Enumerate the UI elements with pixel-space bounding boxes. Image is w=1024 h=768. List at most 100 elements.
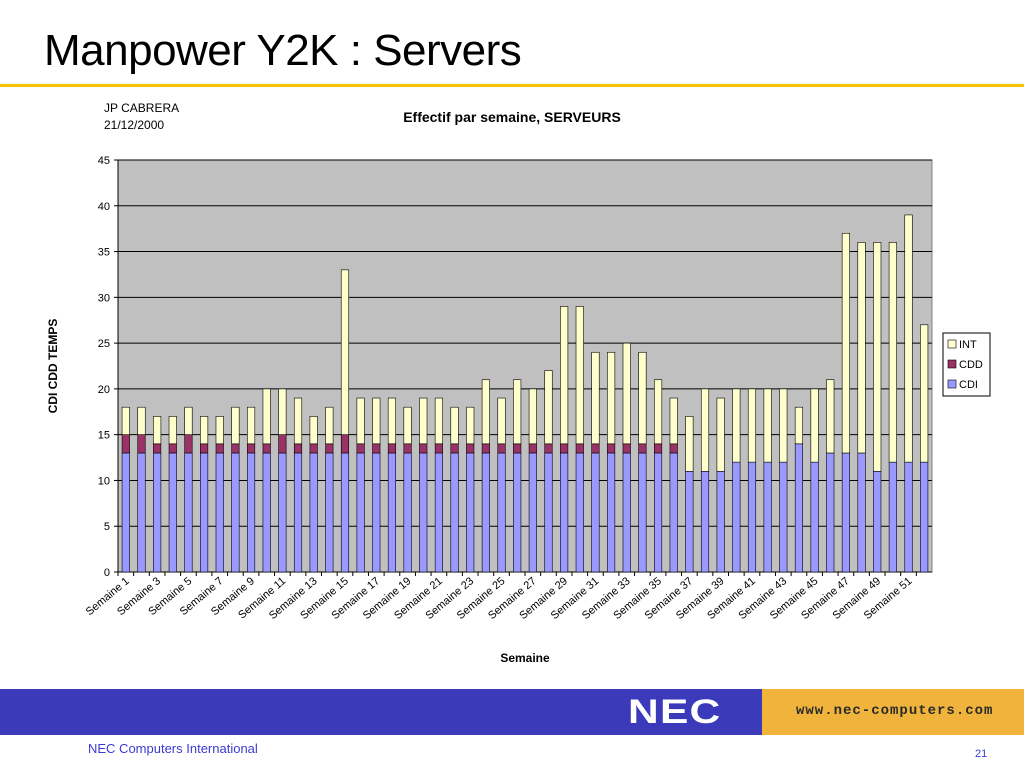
bar-cdi — [513, 452, 522, 573]
bar-cdi — [372, 452, 381, 573]
bar-cdi — [920, 461, 929, 573]
y-axis-title: CDI CDD TEMPS — [46, 319, 60, 414]
bar-cdi — [403, 452, 412, 573]
bar-cdi — [497, 452, 506, 573]
bar-cdi — [168, 452, 177, 573]
bar-cdd — [560, 443, 569, 454]
bar-int — [450, 406, 459, 445]
bar-cdi — [325, 452, 334, 573]
bar-int — [669, 397, 678, 445]
bar-cdi — [544, 452, 553, 573]
bar-cdd — [669, 443, 678, 454]
bar-int — [904, 214, 913, 463]
bar-int — [794, 406, 803, 445]
bar-int — [873, 242, 882, 472]
bar-int — [888, 242, 897, 463]
bar-cdi — [841, 452, 850, 573]
x-axis-title: Semaine — [500, 651, 550, 665]
bar-cdi — [638, 452, 647, 573]
bar-int — [434, 397, 443, 445]
y-tick-label: 20 — [98, 384, 110, 396]
bar-int — [747, 388, 757, 463]
bar-cdi — [137, 452, 146, 573]
bar-cdi — [419, 452, 428, 573]
bar-int — [685, 416, 694, 472]
chart-title: Effectif par semaine, SERVEURS — [403, 109, 621, 125]
bar-cdd — [622, 443, 631, 454]
bar-int — [607, 351, 616, 445]
bar-cdd — [137, 434, 146, 454]
bar-cdd — [466, 443, 475, 454]
bar-int — [262, 388, 271, 445]
bar-int — [481, 379, 490, 445]
bar-cdd — [247, 443, 256, 454]
bar-cdi — [293, 452, 303, 573]
bar-cdi — [528, 452, 537, 573]
bar-int — [340, 269, 350, 435]
bar-cdi — [607, 452, 616, 573]
bar-cdi — [779, 461, 788, 573]
bar-cdi — [763, 461, 772, 573]
bar-int — [497, 397, 506, 445]
bar-cdd — [481, 443, 490, 454]
company-name: NEC Computers International — [88, 741, 258, 756]
bar-cdd — [450, 443, 459, 454]
bar-int — [137, 406, 146, 435]
bar-cdd — [575, 443, 584, 454]
bar-cdi — [481, 452, 490, 573]
bar-cdi — [732, 461, 741, 573]
bar-cdi — [669, 452, 678, 573]
footer-banner: NEC www.nec-computers.com — [0, 689, 1024, 735]
bar-cdi — [857, 452, 866, 573]
bar-int — [356, 397, 365, 445]
bar-cdd — [419, 443, 428, 454]
bar-cdd — [262, 443, 271, 454]
bar-cdd — [153, 443, 162, 454]
bar-int — [231, 406, 240, 445]
bar-cdi — [356, 452, 365, 573]
bar-int — [419, 397, 428, 445]
bar-cdi — [387, 452, 396, 573]
bar-int — [654, 379, 663, 445]
bar-cdd — [434, 443, 443, 454]
bar-int — [826, 379, 835, 454]
bar-cdd — [513, 443, 522, 454]
bar-cdi — [340, 452, 350, 573]
bar-cdd — [638, 443, 647, 454]
author-block: JP CABRERA 21/12/2000 — [104, 100, 179, 134]
bar-cdd — [200, 443, 209, 454]
bar-cdi — [700, 470, 710, 573]
bar-cdd — [309, 443, 318, 454]
legend-label-cdi: CDI — [959, 379, 978, 391]
bar-cdi — [278, 452, 287, 573]
bar-cdd — [340, 434, 350, 454]
nec-url: www.nec-computers.com — [796, 703, 994, 719]
bar-cdd — [231, 443, 240, 454]
legend-label-cdd: CDD — [959, 359, 983, 371]
bar-cdd — [591, 443, 600, 454]
bar-int — [153, 416, 162, 445]
bar-cdd — [215, 443, 224, 454]
bar-cdi — [200, 452, 209, 573]
y-tick-label: 35 — [98, 247, 110, 259]
y-tick-label: 30 — [98, 292, 110, 304]
bar-cdi — [153, 452, 162, 573]
legend-swatch-int — [947, 339, 957, 349]
bar-int — [810, 388, 819, 463]
y-tick-label: 0 — [104, 567, 110, 579]
bar-cdi — [231, 452, 240, 573]
bar-int — [700, 388, 710, 472]
bar-int — [857, 242, 866, 454]
bar-int — [309, 416, 318, 445]
bar-cdd — [121, 434, 130, 454]
bar-cdi — [450, 452, 459, 573]
bar-cdi — [794, 443, 803, 573]
bar-cdd — [654, 443, 663, 454]
author-date: 21/12/2000 — [104, 118, 165, 132]
y-tick-label: 40 — [98, 201, 110, 213]
y-tick-label: 45 — [98, 155, 110, 167]
bar-cdi — [826, 452, 835, 573]
bar-cdi — [591, 452, 600, 573]
y-tick-label: 5 — [104, 521, 110, 533]
bar-cdi — [215, 452, 224, 573]
